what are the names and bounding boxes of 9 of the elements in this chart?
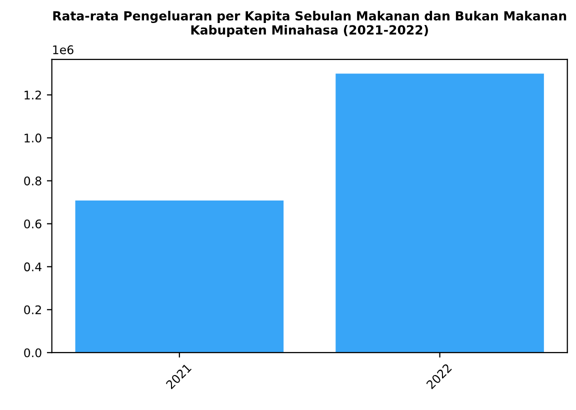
y-tick-label: 0.2: [24, 305, 41, 314]
text: 1e6: [53, 45, 74, 54]
y-tick-label: 1.2: [24, 90, 41, 100]
y-tick-label: 1.0: [24, 134, 42, 142]
y-tick-label: 0.0: [24, 348, 42, 358]
y-tick-label: 0.6: [24, 219, 42, 228]
y-tick-label: 0.8: [24, 176, 42, 186]
y-tick-label: 0.4: [24, 262, 42, 272]
chart-title: Rata-rata Pengeluaran per Kapita Sebulan Makanan dan Bukan Makanan Kabupaten Minahasa (2021-2022): [53, 10, 566, 38]
